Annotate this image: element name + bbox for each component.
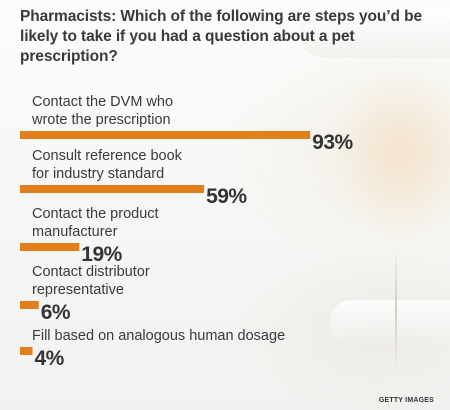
- category-label: Contact the DVM who wrote the prescriptio…: [31, 94, 173, 128]
- value-label: 59%: [206, 185, 247, 208]
- photo-credit: GETTY IMAGES: [378, 397, 434, 404]
- value-label: 19%: [81, 243, 122, 266]
- bar: [20, 185, 205, 193]
- value-label: 4%: [34, 347, 64, 370]
- value-label: 93%: [312, 131, 353, 154]
- category-label: Contact the product manufacturer: [32, 206, 159, 240]
- category-label: Consult reference book for industry stand…: [32, 148, 183, 182]
- bar: [20, 243, 80, 251]
- bar: [20, 301, 39, 309]
- value-label: 6%: [41, 301, 71, 324]
- chart-title: Pharmacists: Which of the following are …: [20, 8, 422, 65]
- category-label: Contact distributor representative: [32, 264, 150, 298]
- bar: [20, 131, 311, 139]
- category-label: Fill based on analogous human dosage: [32, 328, 285, 344]
- bar: [20, 347, 33, 355]
